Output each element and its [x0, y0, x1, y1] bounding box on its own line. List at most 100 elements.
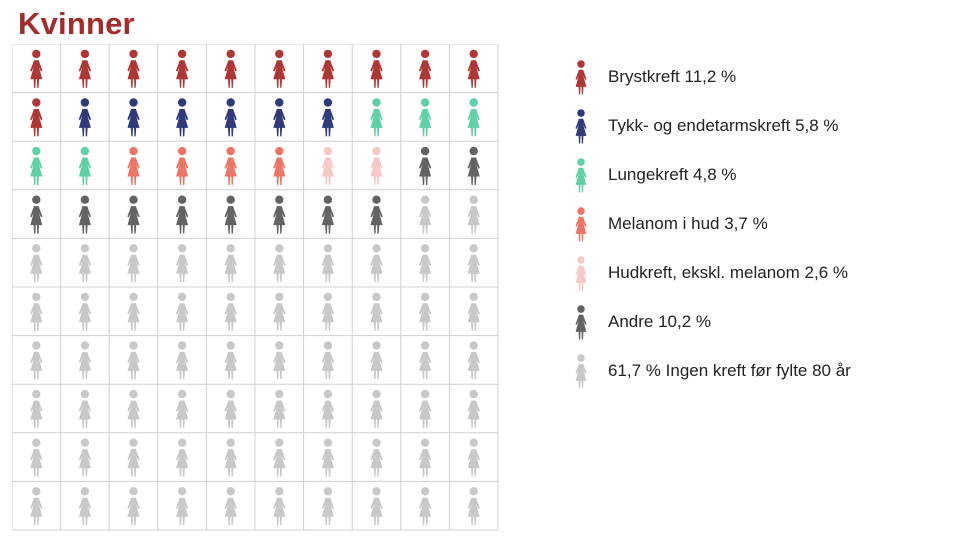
- person-head: [80, 195, 90, 204]
- woman-icon: [575, 255, 587, 291]
- woman-icon: [30, 341, 43, 380]
- person-head: [420, 487, 430, 496]
- person-head: [372, 98, 381, 107]
- person-body: [273, 206, 286, 234]
- person-head: [80, 146, 90, 156]
- person-head: [372, 49, 381, 59]
- person-head: [372, 389, 381, 399]
- person-head: [177, 341, 187, 350]
- person-body: [30, 206, 43, 234]
- person-body: [273, 400, 286, 428]
- woman-icon: [30, 195, 43, 234]
- legend-label: Melanom i hud 3,7 %: [608, 213, 768, 233]
- person-head: [372, 341, 381, 350]
- person-head: [80, 98, 90, 107]
- person-head: [372, 244, 381, 253]
- woman-icon: [321, 98, 335, 137]
- person-head: [32, 389, 41, 399]
- person-head: [226, 244, 235, 253]
- woman-icon: [224, 244, 237, 283]
- person-body: [30, 497, 43, 526]
- woman-icon: [370, 292, 383, 331]
- woman-icon: [30, 292, 43, 331]
- person-head: [323, 244, 333, 253]
- person-head: [469, 195, 478, 204]
- person-head: [275, 98, 284, 107]
- person-body: [418, 60, 432, 88]
- woman-icon: [418, 98, 432, 137]
- person-head: [80, 244, 90, 253]
- woman-icon: [575, 108, 587, 144]
- person-head: [275, 389, 284, 399]
- person-body: [127, 497, 140, 526]
- woman-icon: [127, 438, 140, 477]
- person-body: [273, 108, 286, 137]
- person-head: [129, 98, 138, 107]
- legend-item-andre: Andre 10,2 %: [570, 297, 851, 346]
- person-head: [177, 389, 187, 399]
- person-body: [321, 206, 335, 234]
- person-head: [177, 49, 187, 59]
- legend-item-hudkreft: Hudkreft, ekskl. melanom 2,6 %: [570, 248, 851, 297]
- woman-icon: [78, 389, 92, 428]
- legend-item-tykk-og-endetarmskreft: Tykk- og endetarmskreft 5,8 %: [570, 101, 851, 150]
- legend-label: Hudkreft, ekskl. melanom 2,6 %: [608, 262, 848, 282]
- person-body: [78, 60, 92, 88]
- person-body: [575, 167, 587, 193]
- woman-icon: [30, 49, 43, 88]
- person-head: [372, 292, 381, 302]
- woman-icon: [418, 244, 432, 283]
- woman-icon: [175, 146, 189, 185]
- person-head: [129, 195, 138, 204]
- person-head: [420, 438, 430, 447]
- woman-icon: [78, 146, 92, 185]
- person-body: [273, 351, 286, 380]
- person-body: [78, 449, 92, 477]
- legend-label: Brystkreft 11,2 %: [608, 66, 737, 86]
- woman-icon: [30, 389, 43, 428]
- person-body: [575, 314, 587, 340]
- person-head: [80, 341, 90, 350]
- person-body: [127, 303, 140, 331]
- person-head: [323, 438, 333, 447]
- person-head: [420, 292, 430, 302]
- woman-icon: [175, 244, 189, 283]
- person-body: [224, 497, 237, 526]
- person-head: [275, 244, 284, 253]
- person-body: [273, 303, 286, 331]
- person-body: [78, 351, 92, 380]
- person-body: [175, 351, 189, 380]
- person-head: [129, 341, 138, 350]
- person-head: [275, 438, 284, 447]
- woman-icon: [127, 292, 140, 331]
- woman-icon: [467, 195, 480, 234]
- woman-icon: [418, 389, 432, 428]
- woman-icon: [175, 487, 189, 526]
- person-head: [275, 195, 284, 204]
- person-body: [30, 303, 43, 331]
- woman-icon: [30, 146, 43, 185]
- person-body: [175, 400, 189, 428]
- woman-icon: [321, 389, 335, 428]
- person-head: [577, 255, 585, 264]
- person-head: [275, 487, 284, 496]
- woman-icon: [224, 146, 237, 185]
- woman-icon: [224, 49, 237, 88]
- woman-icon: [175, 438, 189, 477]
- woman-icon: [575, 157, 587, 193]
- person-body: [224, 108, 237, 137]
- woman-icon: [30, 98, 43, 137]
- woman-icon: [575, 304, 587, 340]
- person-body: [175, 303, 189, 331]
- person-body: [575, 363, 587, 389]
- woman-icon: [273, 146, 286, 185]
- person-body: [30, 449, 43, 477]
- woman-icon: [127, 195, 140, 234]
- person-head: [32, 146, 41, 156]
- woman-icon: [321, 341, 335, 380]
- person-body: [370, 351, 383, 380]
- chart-title: Kvinner: [18, 6, 135, 41]
- woman-icon: [127, 146, 140, 185]
- legend-item-ingen-kreft: 61,7 % Ingen kreft før fylte 80 år: [570, 346, 851, 395]
- woman-icon: [467, 146, 480, 185]
